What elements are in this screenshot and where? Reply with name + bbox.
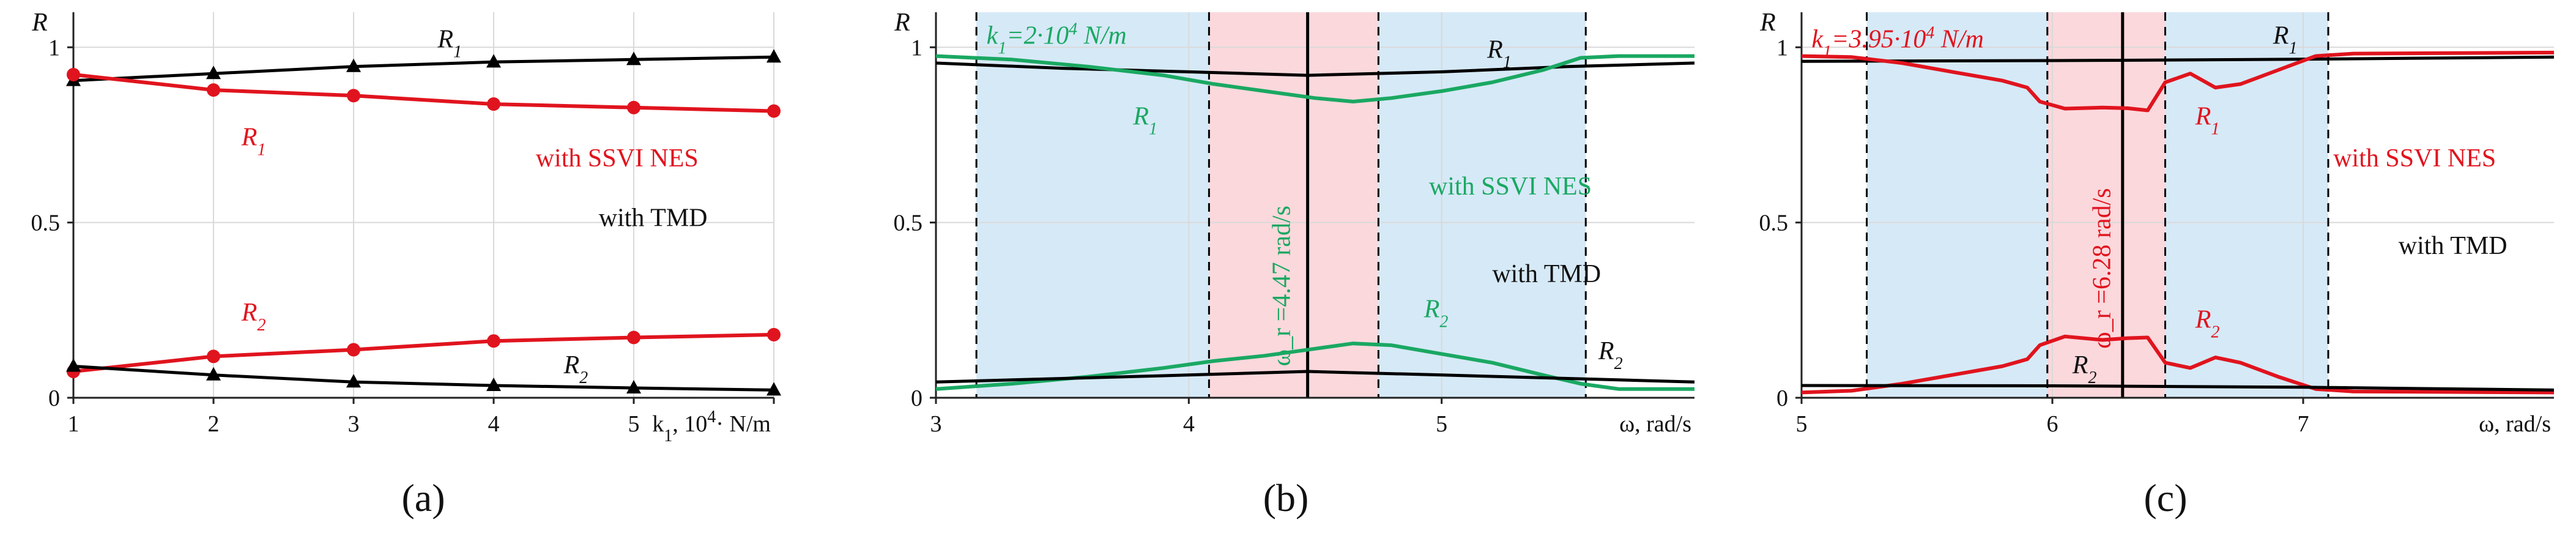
y-tick-label: 0 xyxy=(48,386,60,411)
y-tick-label: 0 xyxy=(1776,386,1788,411)
data-point xyxy=(766,382,781,396)
data-point xyxy=(626,379,641,393)
data-point xyxy=(347,89,360,103)
data-point xyxy=(487,97,500,111)
y-tick-label: 1 xyxy=(48,35,60,61)
y-tick-label: 0.5 xyxy=(894,211,923,236)
data-point xyxy=(67,67,80,81)
annotation-label: with TMD xyxy=(2399,232,2507,260)
data-point xyxy=(486,54,501,68)
series-line xyxy=(1801,334,2555,395)
annotation-label: with SSVI NES xyxy=(536,144,699,173)
series-line xyxy=(73,55,774,83)
shaded-band xyxy=(2165,12,2328,398)
x-tick-label: 4 xyxy=(1183,411,1195,437)
y-tick-label: 1 xyxy=(1776,35,1788,61)
x-axis-label: k1, 104· N/m xyxy=(652,408,771,445)
data-point xyxy=(487,334,500,348)
series-line xyxy=(935,341,1694,391)
annotation-label: with TMD xyxy=(1492,260,1601,288)
series-line xyxy=(1801,50,2555,113)
annotation-label: R1 xyxy=(437,25,462,61)
data-point xyxy=(207,83,220,97)
series-line xyxy=(1801,55,2555,63)
x-tick-label: 5 xyxy=(1436,411,1447,437)
x-axis-label: ω, rad/s xyxy=(2479,411,2551,437)
series-line xyxy=(73,332,774,373)
x-tick-label: 4 xyxy=(488,411,500,437)
annotation-label: ω_r =6.28 rad/s xyxy=(2088,188,2116,348)
data-point xyxy=(206,367,221,381)
data-point xyxy=(347,343,360,357)
annotation-label: R2 xyxy=(1598,337,1623,373)
x-tick-label: 3 xyxy=(348,411,360,437)
y-tick-label: 1 xyxy=(911,35,922,61)
data-point xyxy=(626,51,641,65)
annotation-label: ω_r =4.47 rad/s xyxy=(1268,206,1296,366)
shaded-band xyxy=(1866,12,2047,398)
annotation-label: R2 xyxy=(241,299,266,335)
x-tick-label: 3 xyxy=(930,411,942,437)
annotation-label: R1 xyxy=(241,124,266,159)
x-tick-label: 7 xyxy=(2298,411,2309,437)
x-tick-label: 2 xyxy=(208,411,220,437)
y-axis-label: R xyxy=(1759,9,1776,37)
annotation-label: with SSVI NES xyxy=(1429,173,1592,201)
data-point xyxy=(486,377,501,391)
annotation-label: with SSVI NES xyxy=(2333,144,2496,173)
x-axis-label: ω, rad/s xyxy=(1619,411,1691,437)
annotation-label: with TMD xyxy=(599,204,708,232)
x-tick-label: 5 xyxy=(628,411,640,437)
y-tick-label: 0.5 xyxy=(31,211,61,236)
series-line xyxy=(935,61,1695,77)
series-line xyxy=(73,365,774,392)
data-point xyxy=(207,349,220,363)
series-line xyxy=(1801,384,2555,392)
series-line xyxy=(935,370,1695,384)
panel-label: (c) xyxy=(2144,476,2187,520)
data-point xyxy=(766,49,781,63)
y-tick-label: 0 xyxy=(911,386,922,411)
shaded-band xyxy=(1209,12,1379,398)
annotation-label: R2 xyxy=(563,351,588,387)
panel-label: (b) xyxy=(1263,476,1309,520)
panel-label: (a) xyxy=(401,476,445,520)
data-point xyxy=(346,374,361,388)
data-point xyxy=(346,58,361,72)
series-line xyxy=(73,72,774,113)
y-tick-label: 0.5 xyxy=(1759,211,1789,236)
data-point xyxy=(767,104,781,118)
x-tick-label: 5 xyxy=(1796,411,1808,437)
x-tick-label: 1 xyxy=(68,411,80,437)
shaded-band xyxy=(2047,12,2166,398)
y-axis-label: R xyxy=(31,9,48,37)
data-point xyxy=(767,327,781,341)
data-point xyxy=(627,330,640,345)
y-axis-label: R xyxy=(894,9,910,37)
data-point xyxy=(206,65,221,80)
data-point xyxy=(66,358,81,372)
shaded-band xyxy=(1378,12,1586,398)
data-point xyxy=(627,100,640,114)
series-line xyxy=(935,54,1694,103)
x-tick-label: 6 xyxy=(2047,411,2058,437)
